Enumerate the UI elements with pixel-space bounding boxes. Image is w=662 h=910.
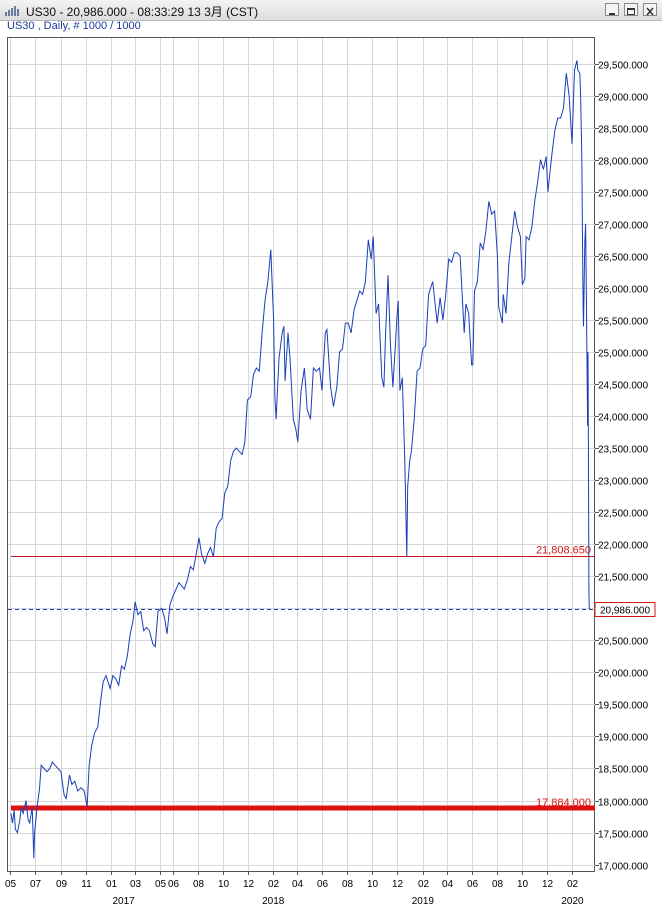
x-tick-label: 02 [418,879,430,890]
y-tick-label: 25,000.000 [598,349,648,360]
y-tick-label: 26,000.000 [598,285,648,296]
x-tick-label: 11 [81,879,92,890]
y-tick-label: 17,000.000 [598,862,648,873]
y-tick-label: 27,500.000 [598,189,648,200]
x-axis: 05 07 09 11 01 03 05 06 08 10 12 02 04 06 08 10 12 02 04 06… [5,871,584,907]
x-tick-label: 10 [367,879,379,890]
y-tick-label: 20,000.000 [598,669,648,680]
x-tick-label: 08 [492,879,504,890]
price-levels: 21,808.650 17,884.000 [11,544,595,811]
price-level-label: 17,884.000 [536,797,591,809]
y-tick-label: 27,000.000 [598,221,648,232]
close-button[interactable] [643,3,657,16]
minimize-icon [609,13,615,15]
x-tick-label: 02 [567,879,579,890]
x-tick-label: 10 [218,879,230,890]
y-tick-label: 21,500.000 [598,573,648,584]
y-tick-label: 24,000.000 [598,413,648,424]
x-tick-label: 08 [193,879,205,890]
x-tick-label: 04 [442,879,454,890]
y-axis: 29,500.000 29,000.000 28,500.000 28,000.000… [595,61,648,873]
grid-lines [8,38,595,871]
close-icon [646,7,654,16]
plot-frame [7,37,595,872]
y-tick-label: 20,500.000 [598,637,648,648]
maximize-icon [627,8,635,15]
y-tick-label: 28,000.000 [598,157,648,168]
x-tick-label: 04 [292,879,304,890]
x-tick-label: 06 [467,879,479,890]
y-tick-label: 19,000.000 [598,733,648,744]
x-tick-label: 05 [5,879,17,890]
current-price-label: 20,986.000 [600,606,650,617]
price-line [10,60,590,859]
x-tick-label: 01 [106,879,118,890]
y-tick-label: 19,500.000 [598,701,648,712]
current-price-box [594,602,656,617]
maximize-button[interactable] [624,3,638,16]
year-label: 2019 [412,896,435,907]
y-tick-label: 29,500.000 [598,61,648,72]
current-price-marker: 20,986.000 [8,602,656,617]
y-tick-label: 17,500.000 [598,830,648,841]
y-tick-label: 23,000.000 [598,477,648,488]
x-tick-label: 06 [317,879,329,890]
x-tick-label: 05 [155,879,167,890]
y-tick-label: 22,500.000 [598,509,648,520]
chart-app-icon [5,6,19,16]
x-tick-label: 06 [168,879,180,890]
year-label: 2018 [262,896,285,907]
x-tick-label: 03 [130,879,142,890]
x-tick-label: 10 [517,879,529,890]
y-tick-label: 18,000.000 [598,798,648,809]
y-tick-label: 29,000.000 [598,93,648,104]
minimize-button[interactable] [605,3,619,16]
chart-subtitle: US30 , Daily, # 1000 / 1000 [7,20,141,32]
year-label: 2020 [561,896,584,907]
x-tick-label: 08 [342,879,354,890]
window-titlebar: US30 - 20,986.000 - 08:33:29 13 3月 (CST) [0,0,662,21]
x-tick-label: 12 [392,879,404,890]
x-tick-label: 07 [30,879,42,890]
y-tick-label: 24,500.000 [598,381,648,392]
y-tick-label: 23,500.000 [598,445,648,456]
price-level-label: 21,808.650 [536,544,591,556]
year-label: 2017 [112,896,135,907]
y-tick-label: 18,500.000 [598,765,648,776]
x-tick-label: 12 [542,879,554,890]
y-tick-label: 22,000.000 [598,541,648,552]
x-tick-label: 09 [56,879,68,890]
x-tick-label: 02 [268,879,280,890]
x-tick-label: 12 [243,879,255,890]
y-tick-label: 26,500.000 [598,253,648,264]
y-tick-label: 28,500.000 [598,125,648,136]
window-title: US30 - 20,986.000 - 08:33:29 13 3月 (CST) [26,5,259,19]
y-tick-label: 25,500.000 [598,317,648,328]
